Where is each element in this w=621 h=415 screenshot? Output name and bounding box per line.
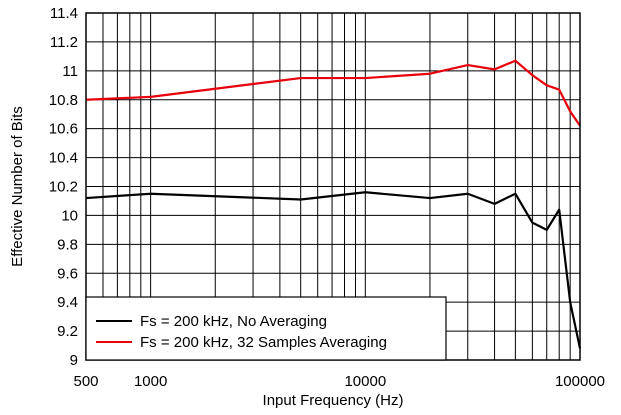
y-tick-label: 10 — [61, 207, 78, 224]
x-tick-labels: 500 1000 10000 100000 — [73, 373, 605, 390]
series-lines — [85, 59, 582, 349]
y-tick-label: 11.2 — [50, 34, 78, 51]
y-axis-title: Effective Number of Bits — [9, 106, 26, 267]
legend-label-32-samples-averaging: Fs = 200 kHz, 32 Samples Averaging — [140, 334, 387, 351]
x-tick-label: 1000 — [134, 373, 167, 390]
x-axis-title: Input Frequency (Hz) — [263, 392, 404, 409]
y-tick-label: 9 — [70, 352, 78, 369]
series-line-1 — [85, 59, 581, 127]
y-tick-label: 9.6 — [57, 265, 78, 282]
y-tick-label: 10.8 — [49, 92, 78, 109]
legend-label-no-averaging: Fs = 200 kHz, No Averaging — [140, 313, 327, 330]
x-tick-label: 100000 — [555, 373, 605, 390]
y-tick-label: 10.2 — [49, 179, 78, 196]
series-line-0 — [85, 191, 582, 349]
y-tick-label: 10.6 — [49, 121, 78, 138]
y-tick-label: 9.4 — [57, 294, 78, 311]
y-tick-label: 9.2 — [57, 323, 78, 340]
x-tick-label: 500 — [73, 373, 98, 390]
y-tick-label: 10.4 — [49, 150, 78, 167]
y-tick-label: 11 — [62, 63, 78, 80]
x-tick-label: 10000 — [344, 373, 386, 390]
legend-box — [85, 296, 447, 361]
y-tick-label: 9.8 — [57, 236, 78, 253]
y-tick-labels: 9 9.2 9.4 9.6 9.8 10 10.2 10.4 10.6 10.8 11 11.2 11.… — [49, 5, 78, 369]
legend: Fs = 200 kHz, No Averaging Fs = 200 kHz,… — [85, 296, 447, 361]
y-tick-label: 11.4 — [50, 5, 78, 22]
